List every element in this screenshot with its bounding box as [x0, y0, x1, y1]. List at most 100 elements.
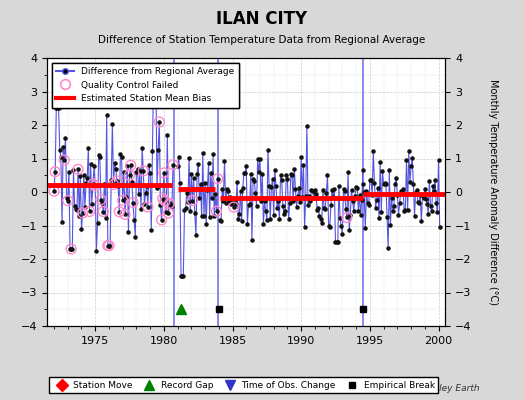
Point	[155, 119, 163, 125]
Point	[139, 168, 147, 174]
Point	[200, 213, 208, 219]
Point	[103, 112, 111, 118]
Point	[225, 198, 233, 204]
Point	[144, 204, 152, 210]
Point	[151, 72, 160, 78]
Point	[400, 208, 408, 214]
Point	[185, 155, 193, 161]
Point	[130, 217, 138, 223]
Point	[79, 210, 87, 216]
Point	[366, 177, 374, 183]
Point	[373, 196, 381, 203]
Point	[98, 200, 106, 206]
Point	[202, 220, 211, 227]
Point	[81, 204, 89, 210]
Point	[198, 212, 206, 219]
Point	[75, 212, 83, 219]
Point	[92, 248, 101, 254]
Point	[377, 208, 386, 215]
Point	[188, 197, 196, 204]
Point	[150, 72, 159, 78]
Point	[353, 184, 362, 191]
Point	[313, 207, 321, 213]
Point	[111, 160, 119, 166]
Point	[144, 204, 152, 210]
Point	[129, 199, 137, 206]
Point	[247, 170, 255, 177]
Point	[168, 203, 176, 209]
Point	[89, 181, 97, 187]
Point	[191, 210, 199, 217]
Point	[321, 206, 330, 212]
Point	[391, 181, 399, 187]
Point	[217, 218, 225, 224]
Point	[60, 157, 69, 163]
Point	[173, 163, 182, 170]
Point	[432, 200, 441, 206]
Point	[169, 162, 177, 168]
Point	[433, 208, 442, 215]
Point	[269, 212, 278, 218]
Point	[107, 177, 115, 183]
Point	[112, 166, 120, 172]
Point	[178, 272, 187, 279]
Point	[417, 218, 425, 224]
Point	[316, 216, 325, 222]
Point	[125, 172, 134, 178]
Point	[387, 195, 396, 201]
Point	[166, 200, 174, 206]
Point	[129, 199, 137, 206]
Point	[164, 210, 172, 216]
Point	[421, 186, 429, 192]
Point	[266, 216, 275, 222]
Point	[367, 177, 375, 183]
Point	[418, 192, 427, 199]
Point	[235, 211, 244, 217]
Point	[425, 178, 433, 184]
Point	[180, 207, 189, 213]
Point	[99, 208, 107, 215]
Point	[226, 194, 234, 200]
Point	[392, 174, 400, 181]
Point	[70, 202, 79, 209]
Point	[291, 186, 300, 192]
Point	[84, 144, 93, 151]
Point	[420, 195, 428, 201]
Point	[276, 172, 285, 178]
Point	[431, 176, 439, 183]
Point	[117, 154, 126, 160]
Point	[397, 188, 405, 194]
Point	[301, 193, 310, 199]
Point	[267, 184, 276, 190]
Point	[345, 227, 353, 234]
Point	[430, 188, 438, 194]
Point	[307, 187, 315, 193]
Point	[271, 167, 279, 173]
Point	[289, 198, 297, 204]
Point	[159, 196, 167, 202]
Point	[263, 216, 271, 223]
Point	[94, 152, 103, 158]
Point	[104, 242, 112, 249]
Point	[203, 187, 212, 193]
Point	[383, 214, 391, 220]
Point	[209, 151, 217, 158]
Point	[275, 216, 283, 222]
Point	[118, 197, 127, 204]
Point	[131, 233, 139, 240]
Point	[322, 190, 331, 196]
Point	[354, 208, 363, 215]
Point	[248, 236, 256, 243]
Point	[124, 229, 133, 236]
Point	[134, 166, 142, 173]
Point	[249, 176, 257, 182]
Point	[125, 172, 134, 178]
Point	[288, 172, 296, 178]
Point	[361, 225, 369, 231]
Point	[51, 168, 59, 175]
Point	[95, 154, 104, 160]
Point	[423, 200, 431, 207]
Point	[149, 72, 158, 78]
Point	[230, 204, 238, 210]
Point	[74, 166, 82, 172]
